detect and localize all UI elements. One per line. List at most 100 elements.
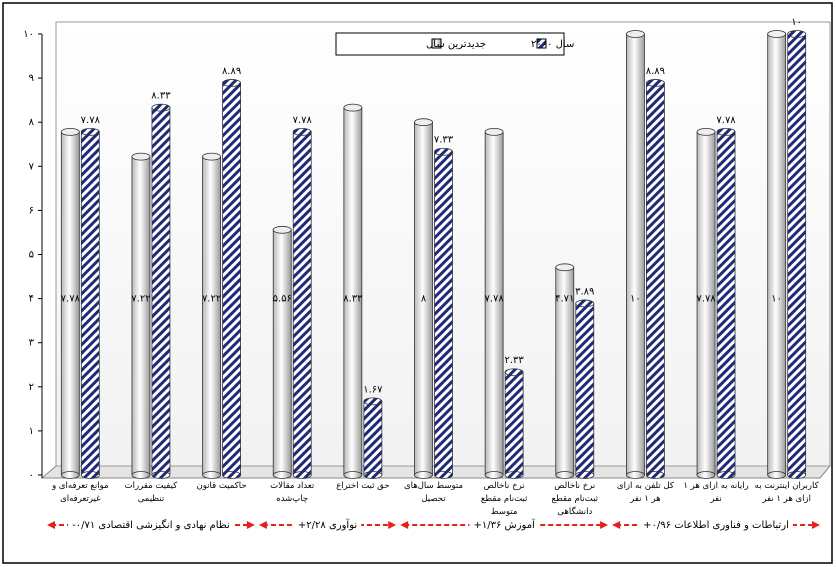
group-label: نظام نهادی و انگیزشی اقتصادی ۰/۷۱-: [72, 519, 230, 531]
value-label: ۸: [421, 294, 427, 305]
arrow-head: [258, 521, 267, 529]
bar-base: [575, 471, 595, 479]
bar: [646, 82, 665, 476]
bar: [787, 33, 807, 476]
bar: [222, 82, 241, 476]
bar-base: [414, 471, 433, 479]
bar-cap: [646, 79, 665, 87]
bar-cap: [343, 103, 363, 112]
bar: [80, 131, 100, 476]
bar-cap: [484, 128, 504, 136]
value-label: ۸.۸۹: [646, 66, 665, 77]
x-tick-label: کیفیت مقررات تنظیمی: [124, 481, 178, 504]
bar-cap: [555, 263, 575, 272]
x-tick-label: تعداد مقالات چاپ‌شده: [270, 481, 315, 504]
bar-base: [222, 471, 241, 479]
value-label: ۸.۳۳: [151, 91, 171, 102]
bar-base: [80, 471, 100, 479]
value-label: ۷.۳۳: [434, 135, 454, 146]
bar-base: [363, 471, 383, 479]
y-tick-label: ۵: [29, 250, 34, 261]
y-tick-label: ۱۰: [23, 29, 34, 40]
y-tick-label: ۰: [29, 470, 34, 481]
value-label: ۷.۷۸: [293, 115, 313, 126]
bar-base: [151, 471, 171, 479]
arrow-head: [812, 521, 820, 529]
bar: [272, 229, 292, 476]
bar-base: [626, 471, 645, 479]
bar: [767, 33, 787, 476]
bar-cap: [151, 103, 171, 112]
y-tick-label: ۲: [29, 382, 34, 393]
x-tick-label: متوسط سال‌های تحصیل: [403, 481, 463, 504]
bar-cap: [131, 152, 151, 161]
arrow-head: [388, 521, 397, 529]
arrow-head: [600, 521, 609, 529]
x-tick-label: موانع تعرفه‌ای و غیرتعرفه‌ای: [52, 481, 109, 504]
value-label: ۱۰: [630, 294, 641, 305]
bar: [716, 131, 736, 476]
x-tick-label: حق ثبت اختراع: [336, 481, 390, 491]
bar-base: [504, 471, 524, 479]
bar-cap: [414, 118, 433, 127]
legend-swatch: [536, 38, 547, 49]
x-tick-label: رایانه به ازای هر ۱ نفر: [683, 481, 749, 504]
group-label: آموزش ۱/۳۶+: [473, 518, 536, 531]
bar: [626, 33, 645, 476]
value-label: ۲.۳۳: [504, 355, 524, 366]
arrow-head: [246, 521, 255, 529]
bar-base: [646, 471, 665, 479]
bar-cap: [272, 225, 292, 234]
bar: [575, 303, 595, 476]
y-tick-label: ۳: [29, 338, 35, 349]
value-label: ۷.۷۸: [81, 115, 101, 126]
value-label: ۳.۸۹: [575, 286, 594, 297]
x-tick-label: نرخ ناخالص ثبت‌نام مقطع متوسط: [480, 481, 528, 517]
bar-cap: [434, 147, 453, 156]
bar-cap: [626, 30, 645, 38]
bar: [151, 107, 171, 476]
y-tick-label: ۴: [29, 294, 34, 305]
x-tick-label: حاکمیت قانون: [196, 481, 247, 491]
value-label: ۴.۷۱: [555, 294, 574, 305]
bar-cap: [363, 397, 383, 406]
value-label: ۷.۷۸: [696, 294, 716, 305]
bar-cap: [696, 128, 716, 136]
bar-base: [696, 471, 716, 479]
x-tick-label: نرخ ناخالص ثبت‌نام مقطع دانشگاهی: [551, 481, 599, 517]
bar-base: [202, 471, 221, 479]
bar-cap: [716, 128, 736, 136]
bar-base: [787, 471, 807, 479]
group-label-bg: [639, 519, 793, 532]
group-label-bg: [469, 517, 541, 532]
bar-cap: [292, 128, 312, 136]
arrow-head: [400, 521, 409, 529]
arrow-head: [47, 521, 55, 529]
group-label-bg: [68, 518, 234, 532]
value-label: ۷.۷۸: [484, 294, 504, 305]
y-tick-label: ۶: [29, 205, 34, 216]
legend-label: جدیدترین سال: [426, 39, 486, 50]
bar-base: [484, 471, 504, 479]
legend-label: سال ۲۰۰۰: [531, 39, 574, 50]
value-label: ۱۰: [771, 294, 782, 305]
bar-base: [767, 471, 787, 479]
bar-base: [131, 471, 151, 479]
value-label: ۸.۸۹: [222, 66, 241, 77]
value-label: ۵.۵۶: [273, 294, 292, 305]
x-tick-label: کاربران اینترنت به ازای هر ۱ نفر: [754, 481, 819, 504]
bar: [343, 107, 363, 476]
bar-base: [716, 471, 736, 479]
bar-base: [272, 471, 292, 479]
bar: [434, 151, 453, 476]
bar-cap: [60, 128, 80, 136]
bar-cap: [575, 299, 595, 308]
bar-cap: [767, 30, 787, 38]
group-label: ارتباطات و فناوری اطلاعات ۰/۹۶+: [643, 520, 789, 531]
bar-cap: [80, 128, 100, 136]
bar: [363, 400, 383, 476]
legend-swatch: [431, 38, 442, 49]
